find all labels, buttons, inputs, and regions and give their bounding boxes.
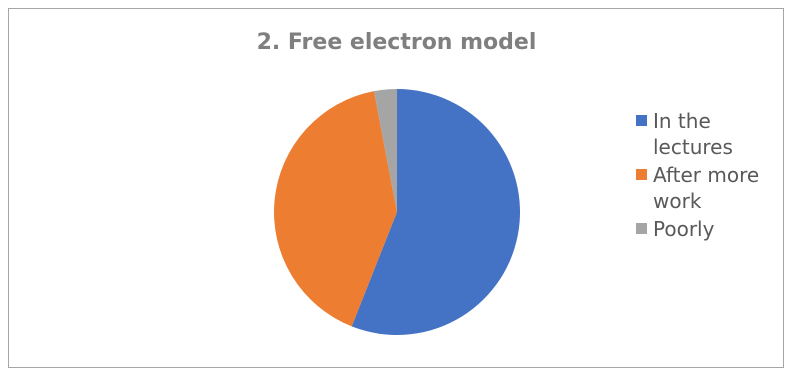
pie-slice-poorly bbox=[373, 89, 397, 212]
legend-item-in-the-lectures: In the lectures bbox=[636, 108, 773, 160]
pie-slice-in-the-lectures bbox=[351, 89, 520, 335]
legend: In the lectures After more work Poorly bbox=[636, 108, 773, 244]
pie-slice-after-more-work bbox=[273, 91, 397, 327]
legend-swatch bbox=[636, 223, 647, 234]
legend-swatch bbox=[636, 169, 647, 180]
chart-title: 2. Free electron model bbox=[256, 30, 537, 55]
legend-item-after-more-work: After more work bbox=[636, 162, 773, 214]
legend-item-poorly: Poorly bbox=[636, 216, 773, 242]
legend-swatch bbox=[636, 115, 647, 126]
legend-label: After more work bbox=[653, 163, 760, 213]
legend-label: Poorly bbox=[653, 217, 715, 241]
pie-chart bbox=[273, 89, 520, 335]
legend-label: In the lectures bbox=[653, 109, 733, 159]
